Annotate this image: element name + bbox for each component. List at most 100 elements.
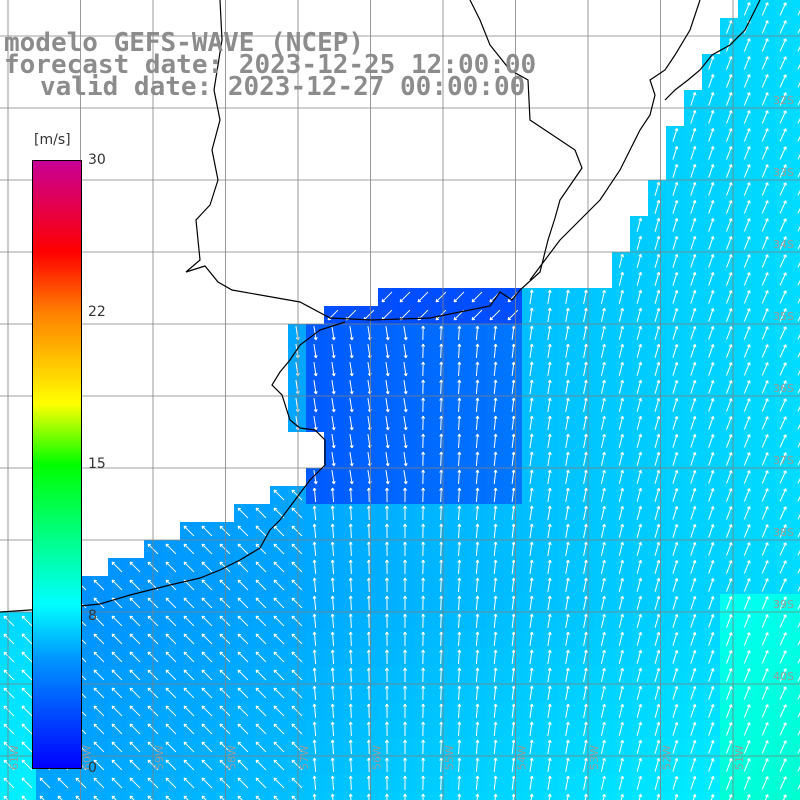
wind-arrow (471, 309, 483, 321)
wind-arrow (761, 380, 769, 394)
wind-arrow (690, 181, 697, 196)
wind-arrow (565, 361, 570, 376)
wind-arrow (761, 362, 769, 376)
wind-arrow (690, 631, 697, 646)
wind-arrow (779, 722, 787, 736)
wind-arrow (743, 92, 751, 106)
wind-arrow (93, 651, 105, 663)
wind-arrow (708, 218, 715, 232)
wind-arrow (797, 333, 800, 340)
wind-arrow (583, 649, 588, 664)
wind-arrow (797, 765, 800, 772)
wind-arrow (129, 651, 141, 663)
wind-cell (792, 774, 800, 792)
wind-arrow (421, 469, 426, 485)
wind-arrow (654, 721, 661, 736)
wind-arrow (690, 145, 697, 160)
wind-arrow (654, 667, 661, 682)
colorbar-unit: [m/s] (34, 132, 71, 148)
wind-arrow (600, 739, 606, 754)
wind-arrow (348, 595, 353, 611)
wind-arrow (690, 559, 697, 574)
wind-arrow (21, 705, 33, 717)
wind-arrow (726, 182, 733, 196)
wind-cell (792, 144, 800, 162)
wind-arrow (797, 369, 800, 376)
wind-arrow (421, 667, 426, 683)
wind-cell (792, 270, 800, 288)
wind-arrow (743, 668, 751, 682)
wind-arrow (493, 469, 498, 485)
wind-arrow (761, 668, 769, 682)
wind-arrow (349, 398, 354, 413)
wind-arrow (690, 289, 697, 304)
wind-cell (792, 324, 800, 342)
wind-arrow (583, 469, 588, 484)
wind-arrow (583, 325, 588, 340)
wind-arrow (493, 343, 498, 359)
wind-arrow (743, 326, 751, 340)
wind-arrow (439, 721, 444, 737)
wind-arrow (547, 577, 552, 592)
wind-arrow (690, 343, 697, 358)
wind-arrow (708, 416, 715, 430)
lat-label: 38S (773, 526, 794, 539)
wind-arrow (618, 685, 625, 700)
wind-arrow (779, 362, 787, 376)
wind-arrow (779, 578, 787, 592)
wind-arrow (330, 685, 335, 701)
wind-arrow (726, 308, 733, 322)
wind-arrow (654, 487, 661, 502)
wind-arrow (654, 217, 661, 232)
wind-arrow (384, 505, 389, 521)
wind-arrow (636, 559, 643, 574)
wind-arrow (348, 793, 353, 800)
wind-arrow (349, 344, 354, 359)
wind-arrow (507, 309, 519, 321)
wind-arrow (3, 705, 15, 717)
wind-arrow (797, 9, 800, 16)
wind-arrow (618, 667, 625, 682)
wind-arrow (421, 721, 426, 737)
wind-arrow (511, 775, 516, 791)
wind-cell (792, 486, 800, 504)
wind-arrow (493, 325, 498, 341)
wind-cell (792, 288, 800, 306)
wind-arrow (779, 128, 787, 142)
wind-arrow (384, 487, 389, 503)
wind-arrow (743, 380, 751, 394)
wind-arrow (165, 669, 177, 681)
wind-arrow (385, 452, 390, 467)
wind-cell (792, 234, 800, 252)
wind-arrow (475, 541, 480, 557)
wind-arrow (511, 397, 516, 413)
wind-arrow (743, 686, 751, 700)
wind-arrow (330, 559, 335, 575)
wind-arrow (761, 218, 769, 232)
wind-arrow (743, 578, 751, 592)
wind-arrow (93, 669, 105, 681)
wind-arrow (475, 649, 480, 665)
wind-arrow (654, 505, 661, 520)
wind-arrow (475, 595, 480, 611)
wind-arrow (475, 361, 480, 377)
wind-arrow (457, 703, 462, 719)
wind-arrow (726, 542, 733, 556)
wind-arrow (3, 777, 15, 789)
wind-arrow (690, 271, 697, 286)
wind-arrow (475, 325, 480, 341)
wind-arrow (726, 578, 733, 592)
wind-arrow (728, 794, 733, 800)
wind-arrow (312, 739, 317, 755)
wind-arrow (779, 776, 787, 790)
wind-arrow (565, 685, 570, 700)
wind-arrow (636, 415, 643, 430)
wind-arrow (547, 379, 552, 394)
wind-arrow (565, 703, 570, 718)
wind-arrow (743, 110, 751, 124)
wind-arrow (654, 253, 661, 268)
wind-arrow (761, 740, 769, 754)
wind-arrow (330, 523, 335, 539)
wind-arrow (743, 164, 751, 178)
wind-arrow (547, 487, 552, 502)
